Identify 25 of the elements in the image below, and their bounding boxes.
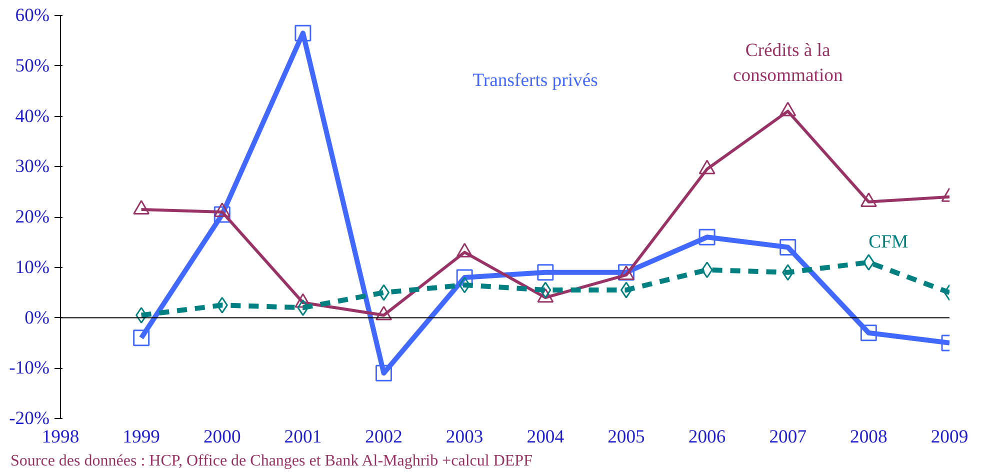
x-tick-label: 2007 [769,426,807,448]
y-tick-label: 10% [15,256,50,278]
text: Transferts privés [472,70,598,92]
x-tick-label: 2009 [930,426,968,448]
x-tick-label: 2006 [688,426,726,448]
y-tick-label: -20% [9,408,50,429]
x-tick-label: 1999 [122,426,160,448]
y-tick-label: 0% [24,307,50,328]
x-tick-label: 2004 [526,426,565,448]
text: Crédits à la consommation [732,40,844,86]
y-tick-label: 50% [15,55,50,76]
x-tick-label: 2005 [608,426,645,448]
x-tick-label: 2003 [446,426,484,448]
y-tick-label: 30% [15,156,50,178]
x-tick-label: 1998 [42,426,80,448]
source-note: Source des données : HCP, Office de Changes et Bank Al-Maghrib +calcul DEPF [10,452,533,470]
series-label: CFM [868,231,908,252]
x-tick-label: 2002 [365,426,402,448]
y-tick-label: 60% [15,5,50,26]
x-tick-label: 2000 [203,426,241,448]
y-tick-label: 40% [15,106,50,127]
y-tick-label: -10% [9,358,50,379]
y-tick-label: 20% [15,206,50,228]
x-tick-label: 2001 [284,426,322,448]
x-tick-label: 2008 [850,426,888,448]
